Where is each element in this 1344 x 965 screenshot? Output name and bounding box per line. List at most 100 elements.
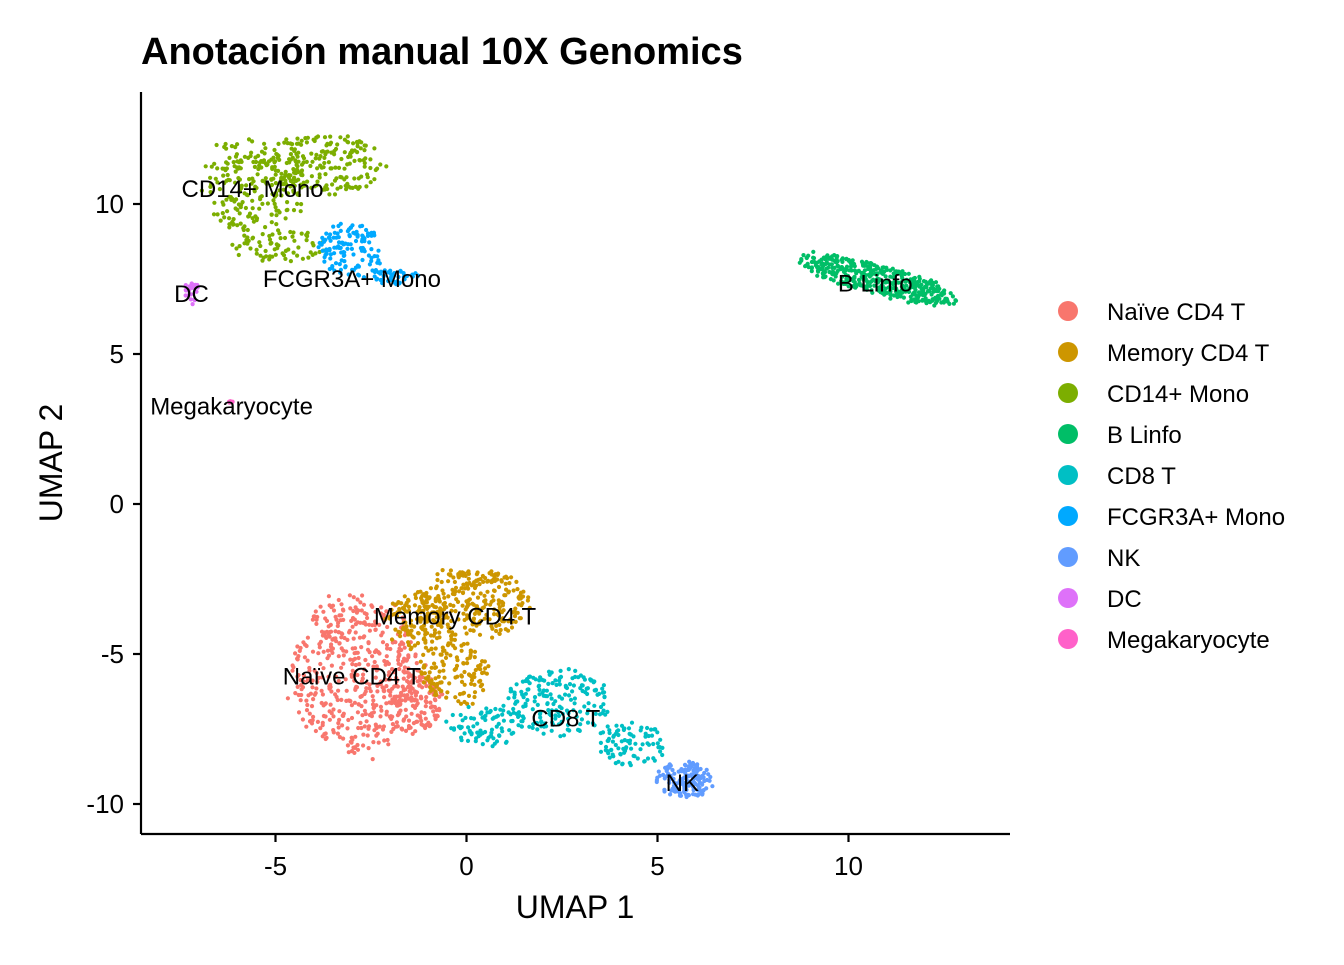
data-point xyxy=(385,646,390,651)
data-point xyxy=(345,134,350,139)
data-point xyxy=(229,197,234,202)
data-point xyxy=(438,623,443,628)
data-point xyxy=(390,722,395,727)
data-point xyxy=(467,729,473,735)
data-point xyxy=(466,704,471,710)
data-point xyxy=(328,134,333,139)
data-point xyxy=(706,772,711,777)
data-point xyxy=(472,655,477,660)
data-point xyxy=(450,587,455,593)
data-point xyxy=(493,706,498,712)
data-point xyxy=(494,628,499,634)
data-point xyxy=(525,697,530,703)
data-point xyxy=(499,579,504,584)
data-point xyxy=(339,665,344,670)
data-point xyxy=(372,649,377,655)
data-point xyxy=(321,609,326,614)
data-point xyxy=(514,682,519,687)
data-point xyxy=(352,678,357,683)
data-point xyxy=(424,590,429,596)
data-point xyxy=(431,651,436,656)
data-point xyxy=(368,689,373,694)
data-point xyxy=(365,233,371,238)
data-point xyxy=(328,256,333,261)
data-point xyxy=(365,172,370,177)
data-point xyxy=(328,238,333,243)
data-point xyxy=(230,242,235,247)
data-point xyxy=(656,745,661,750)
data-point xyxy=(309,174,314,179)
data-point xyxy=(359,645,364,650)
data-point xyxy=(710,784,715,789)
data-point xyxy=(420,685,425,690)
data-point xyxy=(639,725,644,730)
data-point xyxy=(384,164,389,169)
data-point xyxy=(336,244,341,249)
data-point xyxy=(409,628,414,633)
legend-label: Memory CD4 T xyxy=(1107,340,1270,367)
legend-swatch xyxy=(1058,301,1078,321)
data-point xyxy=(330,603,336,608)
data-point xyxy=(291,167,296,172)
data-point xyxy=(470,601,475,606)
data-point xyxy=(464,581,469,586)
data-point xyxy=(908,277,913,282)
data-point xyxy=(611,754,616,759)
data-point xyxy=(462,669,467,675)
data-point xyxy=(245,193,250,198)
data-point xyxy=(369,247,374,252)
data-point xyxy=(320,692,325,697)
data-point xyxy=(253,214,258,219)
data-point xyxy=(506,590,511,595)
data-point xyxy=(606,738,611,743)
data-point xyxy=(553,713,558,718)
data-point xyxy=(892,279,897,284)
data-point xyxy=(375,689,380,694)
data-point xyxy=(296,654,301,659)
data-point xyxy=(435,713,440,718)
data-point xyxy=(283,181,288,186)
data-point xyxy=(290,668,295,673)
data-point xyxy=(371,664,376,669)
data-point xyxy=(549,728,554,733)
data-point xyxy=(918,283,923,288)
data-point xyxy=(816,269,821,274)
data-point xyxy=(475,606,480,611)
series-7 xyxy=(183,281,200,307)
data-point xyxy=(558,734,563,739)
data-point xyxy=(406,666,411,671)
data-point xyxy=(586,701,591,706)
data-point xyxy=(432,661,437,666)
data-point xyxy=(490,594,495,599)
data-point xyxy=(203,164,208,169)
data-point xyxy=(372,659,377,665)
data-point xyxy=(339,631,344,636)
data-point xyxy=(416,631,421,636)
data-point xyxy=(619,739,624,744)
data-point xyxy=(356,272,361,277)
data-point xyxy=(212,161,217,166)
data-point xyxy=(343,264,348,269)
legend: Naïve CD4 T Memory CD4 T CD14+ Mono B Linfo… xyxy=(1058,299,1285,654)
data-point xyxy=(404,624,409,629)
data-point xyxy=(434,584,439,589)
data-point xyxy=(456,699,461,704)
data-point xyxy=(254,251,259,256)
data-point xyxy=(275,155,280,161)
data-point xyxy=(273,205,278,210)
data-point xyxy=(572,701,577,706)
data-point xyxy=(384,643,390,648)
data-point xyxy=(586,708,591,713)
data-point xyxy=(489,730,494,736)
data-point xyxy=(486,664,491,669)
data-point xyxy=(377,622,382,628)
data-point xyxy=(386,742,391,747)
data-point xyxy=(363,711,368,717)
data-point xyxy=(311,243,316,248)
data-point xyxy=(932,303,937,308)
data-point xyxy=(323,714,328,719)
data-point xyxy=(357,158,362,163)
data-point xyxy=(542,678,547,683)
data-point xyxy=(410,274,415,279)
data-point xyxy=(611,734,616,739)
